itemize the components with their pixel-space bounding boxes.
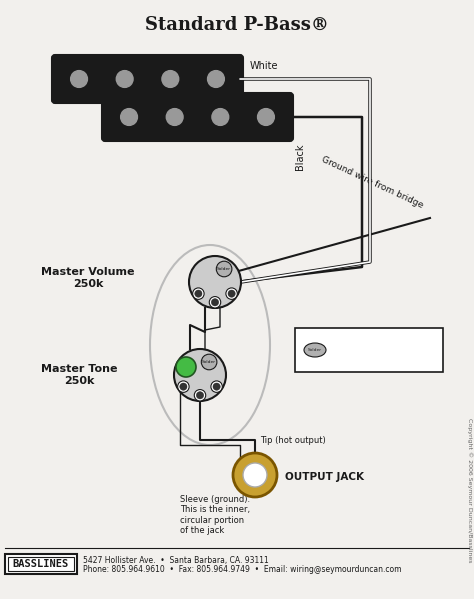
Circle shape [116,71,133,87]
Circle shape [195,290,202,297]
Circle shape [208,71,224,87]
Text: Phone: 805.964.9610  •  Fax: 805.964.9749  •  Email: wiring@seymourduncan.com: Phone: 805.964.9610 • Fax: 805.964.9749 … [83,565,401,574]
Circle shape [257,108,274,125]
Circle shape [195,290,202,297]
Circle shape [196,392,204,399]
Text: Solder: Solder [308,348,322,352]
FancyBboxPatch shape [102,93,293,141]
Circle shape [166,108,183,125]
Circle shape [210,297,221,308]
Circle shape [121,108,137,125]
Circle shape [216,261,232,277]
Circle shape [213,383,220,391]
Circle shape [243,463,267,487]
Circle shape [192,288,204,300]
Circle shape [180,383,187,391]
Circle shape [196,392,204,399]
Circle shape [228,290,235,297]
Circle shape [211,299,219,306]
Bar [5,554,77,574]
Text: Black: Black [295,144,305,170]
Circle shape [71,71,87,87]
Text: Solder: Solder [202,360,216,364]
Bar [295,328,443,372]
Circle shape [162,71,179,87]
Circle shape [212,108,229,125]
Text: BASSLINES: BASSLINES [13,559,69,569]
Circle shape [211,381,222,392]
Text: Tip (hot output): Tip (hot output) [260,436,326,445]
Bar [8,557,74,571]
Circle shape [213,383,220,391]
FancyBboxPatch shape [52,55,243,103]
Circle shape [176,357,196,377]
Text: Ground wire from bridge: Ground wire from bridge [320,155,425,210]
Ellipse shape [304,343,326,357]
Circle shape [178,381,189,392]
Text: Standard P-Bass®: Standard P-Bass® [145,16,329,34]
Text: Copyright © 2006 Seymour Duncan/Basslines: Copyright © 2006 Seymour Duncan/Bassline… [467,418,473,562]
Circle shape [211,299,219,306]
Text: 5427 Hollister Ave.  •  Santa Barbara, CA. 93111: 5427 Hollister Ave. • Santa Barbara, CA.… [83,555,269,564]
Circle shape [194,389,206,401]
Circle shape [233,453,277,497]
Circle shape [180,383,187,391]
Circle shape [226,288,237,300]
Circle shape [228,290,235,297]
Text: Master Tone
250k: Master Tone 250k [42,364,118,386]
Text: Sleeve (ground).
This is the inner,
circular portion
of the jack: Sleeve (ground). This is the inner, circ… [180,495,250,535]
Text: Master Volume
250k: Master Volume 250k [42,267,135,289]
Circle shape [201,354,217,370]
Text: Solder: Solder [217,267,231,271]
Text: OUTPUT JACK: OUTPUT JACK [285,472,364,482]
Circle shape [189,256,241,308]
Circle shape [174,349,226,401]
Text: White: White [250,61,279,71]
Text: = location for ground
(earth) connections.: = location for ground (earth) connection… [331,340,428,360]
